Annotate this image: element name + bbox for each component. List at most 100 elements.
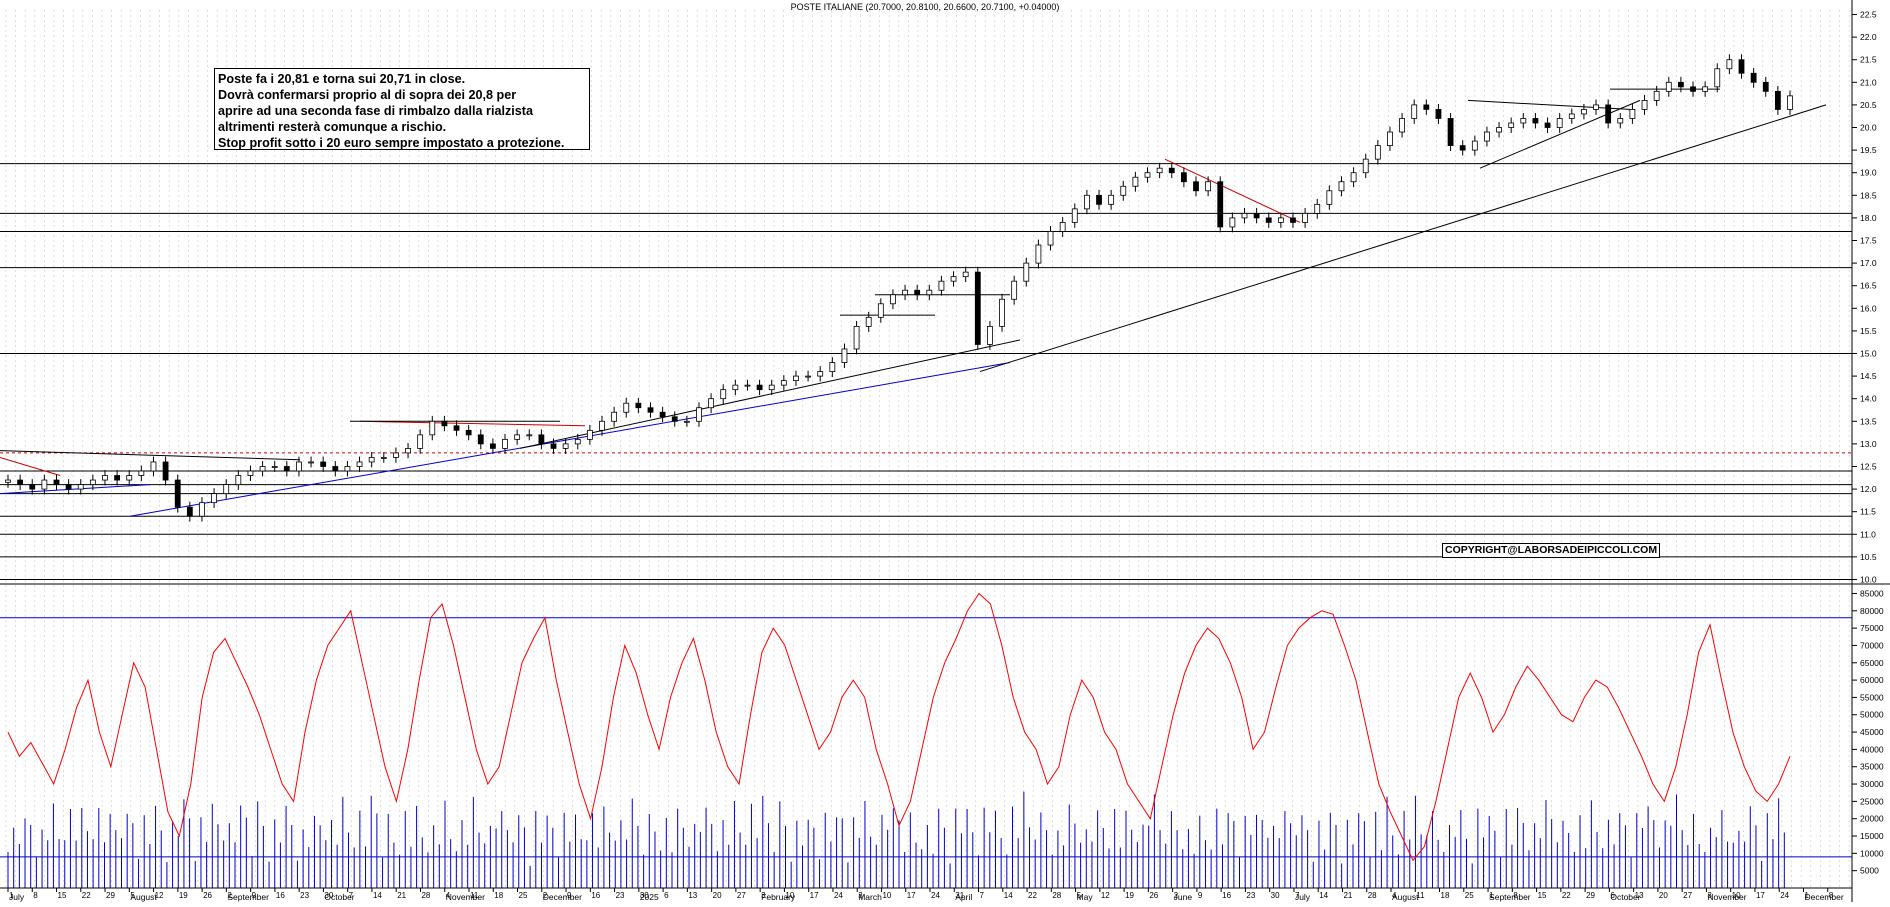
candle-body — [174, 479, 181, 508]
candle-body — [756, 384, 763, 391]
candle-body — [611, 411, 618, 422]
y-tick-label: 17.0 — [1860, 258, 1877, 268]
x-tick-label: 14 — [373, 891, 382, 900]
candle-body — [938, 280, 945, 291]
candle-body — [199, 502, 205, 517]
x-tick-label: 18 — [494, 891, 503, 900]
x-tick-label: 2 — [227, 891, 232, 900]
y-tick-label: 20.5 — [1860, 100, 1877, 110]
candle-body — [987, 325, 993, 345]
candle-body — [635, 402, 642, 409]
x-tick-label: 21 — [1343, 891, 1352, 900]
x-tick-label: 30 — [324, 891, 333, 900]
candle-body — [186, 506, 193, 517]
candle-body — [393, 452, 399, 458]
y-tick-label: 21.0 — [1860, 77, 1877, 87]
y-tick-label: 15.5 — [1860, 326, 1877, 336]
candle-body — [429, 420, 436, 436]
month-label: August — [130, 892, 157, 902]
candle-body — [1593, 104, 1599, 110]
candle-body — [805, 375, 811, 378]
candle-body — [890, 294, 896, 305]
candle-body — [853, 325, 860, 350]
candle-body — [1787, 95, 1793, 110]
trendline-blue — [129, 362, 1011, 517]
candle-body — [1193, 181, 1199, 192]
x-tick-label: 10 — [785, 891, 794, 900]
month-label: February — [761, 892, 796, 902]
candle-body — [1277, 217, 1284, 223]
candle-body — [1629, 109, 1636, 119]
x-tick-label: 17 — [810, 891, 819, 900]
candle-body — [344, 466, 351, 472]
candle-body — [53, 479, 60, 485]
x-tick-label: 12 — [1101, 891, 1110, 900]
x-tick-label: 16 — [591, 891, 600, 900]
candle-body — [441, 420, 448, 427]
volume-y-tick-label: 35000 — [1860, 762, 1884, 772]
candle-body — [599, 420, 605, 431]
candle-body — [1120, 185, 1127, 196]
trendlines-layer — [0, 88, 1827, 517]
x-tick-label: 27 — [1683, 891, 1692, 900]
x-tick-label: 13 — [688, 891, 697, 900]
x-tick-label: 4 — [1392, 891, 1397, 900]
candle-body — [914, 289, 921, 296]
x-tick-label: 6 — [1610, 891, 1615, 900]
y-tick-label: 14.5 — [1860, 371, 1877, 381]
trendline — [979, 104, 1827, 373]
y-tick-label: 10.5 — [1860, 552, 1877, 562]
candle-body — [211, 493, 217, 504]
candle-body — [1023, 262, 1030, 282]
candle-body — [332, 466, 339, 472]
x-tick-label: 23 — [300, 891, 309, 900]
x-tick-label: 7 — [1295, 891, 1300, 900]
x-tick-label: 9 — [252, 891, 257, 900]
candle-body — [1059, 222, 1066, 232]
candle-body — [89, 479, 96, 485]
x-tick-label: 1 — [1804, 891, 1809, 900]
candle-body — [950, 276, 957, 282]
volume-y-tick-label: 15000 — [1860, 831, 1884, 841]
x-tick-label: 11 — [470, 891, 479, 900]
x-tick-label: 7 — [349, 891, 354, 900]
candle-body — [865, 316, 872, 327]
candle-body — [1156, 167, 1163, 174]
x-tick-label: 3 — [1707, 891, 1712, 900]
x-tick-label: 24 — [834, 891, 843, 900]
x-tick-label: 25 — [1465, 891, 1474, 900]
candle-body — [1314, 203, 1321, 214]
candle-body — [1374, 145, 1381, 160]
volume-y-tick-label: 20000 — [1860, 814, 1884, 824]
candle-body — [1229, 217, 1236, 228]
candle-body — [417, 434, 424, 449]
x-tick-label: 5 — [1077, 891, 1082, 900]
annotation-box: Poste fa i 20,81 e torna sui 20,71 in cl… — [214, 68, 590, 150]
x-tick-label: 22 — [1028, 891, 1037, 900]
candle-body — [1096, 194, 1102, 205]
candle-body — [696, 407, 702, 422]
candle-body — [502, 438, 508, 449]
candle-body — [114, 475, 121, 481]
y-tick-label: 12.5 — [1860, 461, 1877, 471]
annotation-line: altrimenti resterà comunque a rischio. — [218, 120, 447, 134]
month-label: December — [1804, 892, 1843, 902]
candle-body — [1496, 127, 1502, 133]
candle-body — [1144, 172, 1151, 178]
candle-body — [768, 384, 775, 391]
candle-body — [320, 461, 327, 467]
candle-body — [1265, 217, 1272, 223]
month-label: September — [1489, 892, 1531, 902]
candle-body — [793, 375, 799, 382]
candle-body — [308, 461, 314, 464]
candle-body — [1556, 118, 1563, 128]
trendline — [0, 450, 301, 461]
y-tick-label: 12.0 — [1860, 484, 1877, 494]
x-tick-label: 12 — [155, 891, 164, 900]
x-tick-label: 5 — [130, 891, 135, 900]
x-tick-label: 25 — [519, 891, 528, 900]
trendline — [519, 339, 1021, 449]
x-tick-label: 3 — [761, 891, 766, 900]
candle-body — [1168, 167, 1175, 174]
